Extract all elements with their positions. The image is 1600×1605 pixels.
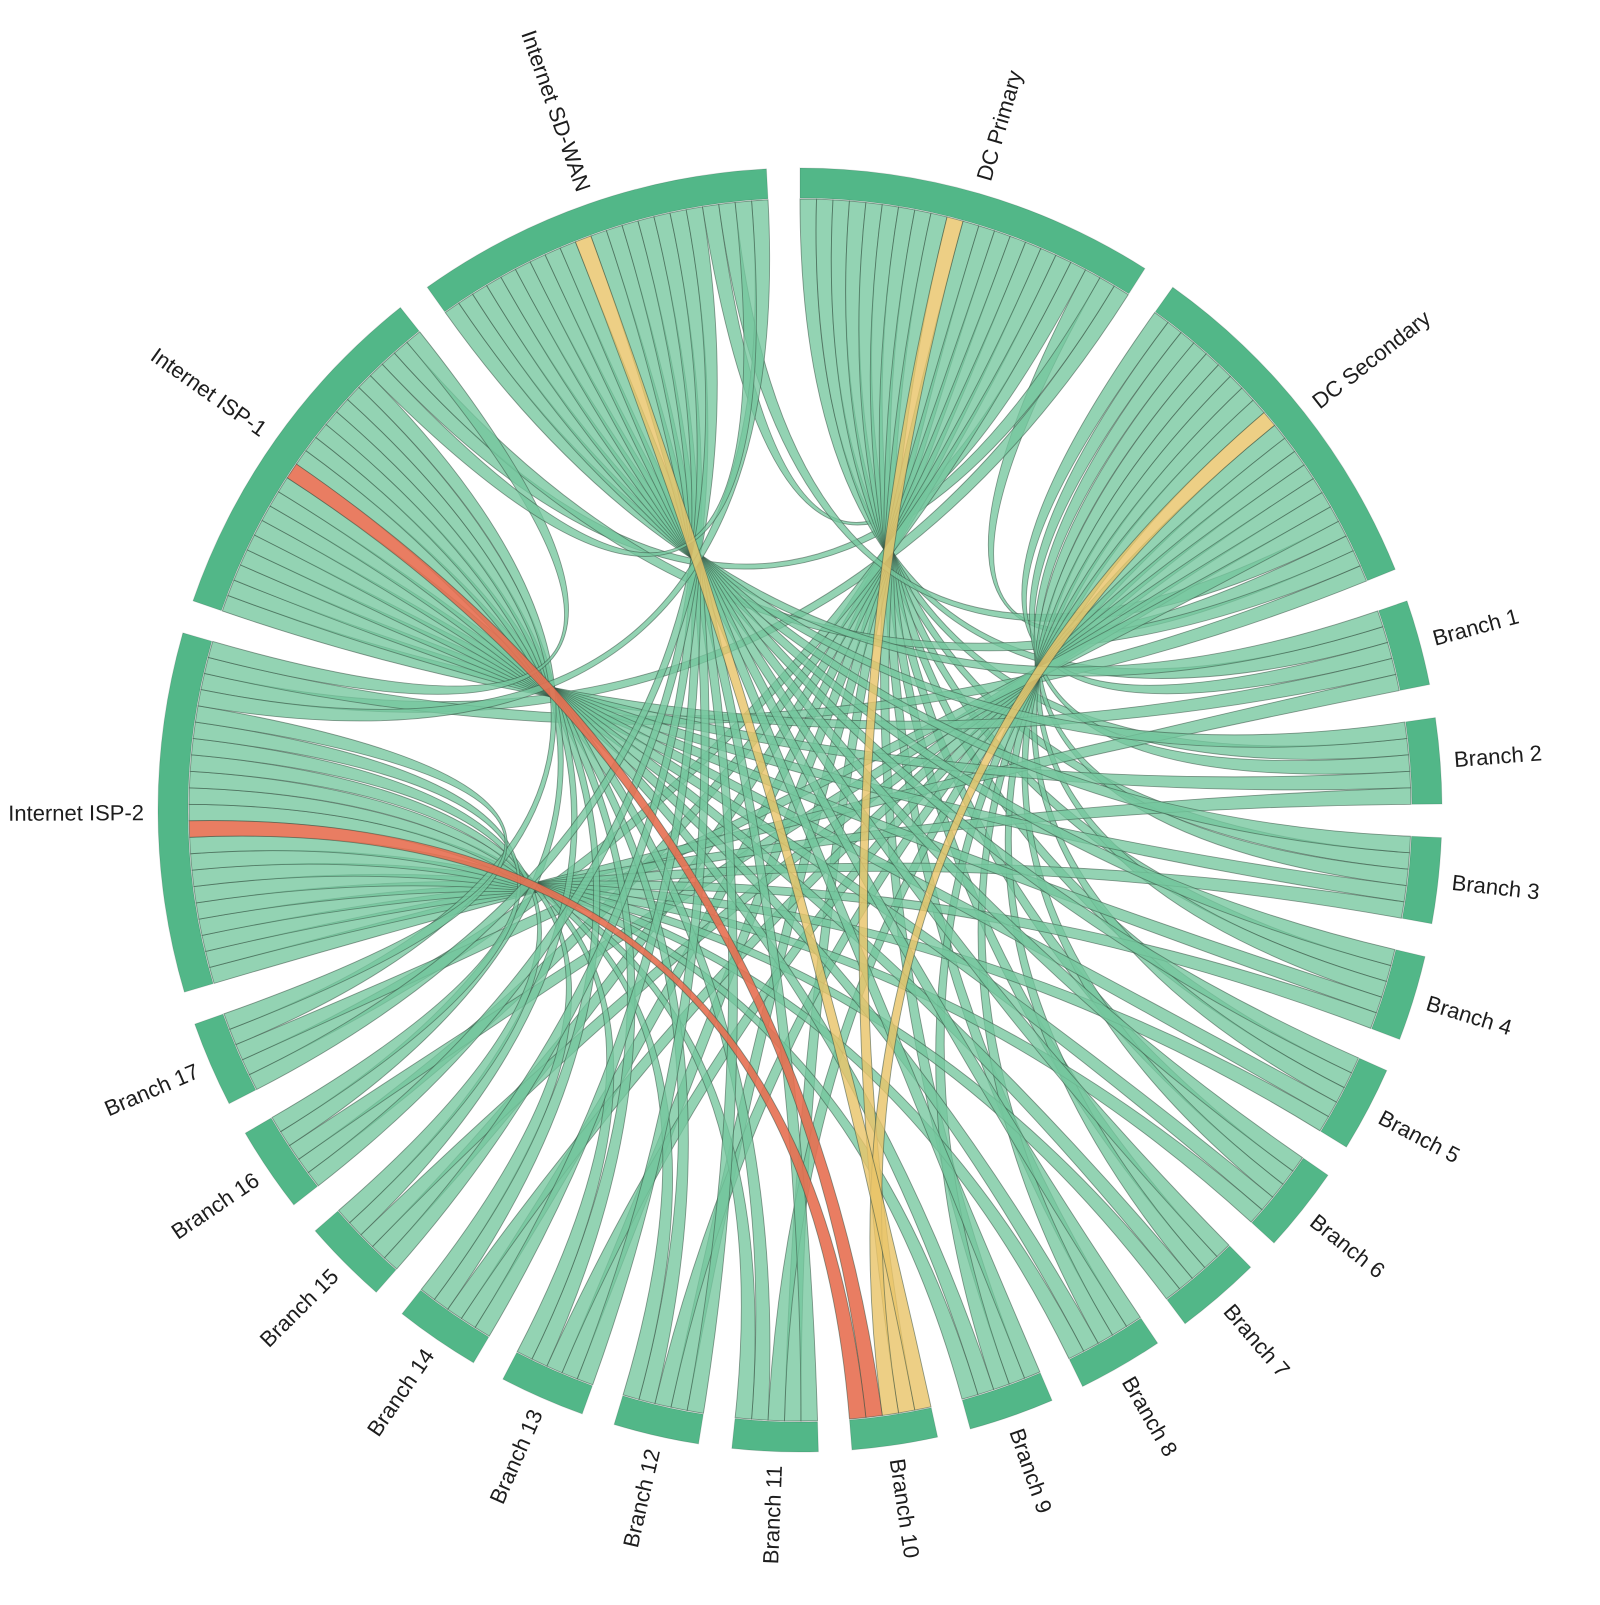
ribbon-internet-sd-wan-branch-17[interactable] (248, 206, 718, 1091)
node-arc-branch-8[interactable] (1068, 1317, 1159, 1388)
node-arc-branch-11[interactable] (731, 1417, 819, 1453)
ribbons-layer (188, 198, 1412, 1422)
node-label-branch-8: Branch 8 (1117, 1372, 1183, 1461)
ribbon-dc-secondary-branch-3[interactable] (1033, 331, 1409, 887)
ribbon-internet-isp-2-internet-isp-1[interactable] (207, 331, 569, 695)
ribbon-internet-isp-2-branch-10[interactable] (188, 820, 867, 1420)
ribbon-internet-isp-2-branch-14[interactable] (189, 754, 573, 1301)
node-label-branch-14: Branch 14 (362, 1344, 439, 1441)
node-arc-branch-15[interactable] (314, 1210, 397, 1293)
ribbon-dc-secondary-branch-1[interactable] (1021, 311, 1393, 695)
node-label-dc-primary: DC Primary (971, 68, 1027, 184)
ribbon-internet-isp-2-branch-15[interactable] (191, 737, 542, 1224)
node-label-branch-2: Branch 2 (1453, 740, 1543, 772)
node-arc-branch-1[interactable] (1377, 600, 1431, 691)
node-arc-branch-4[interactable] (1370, 949, 1426, 1041)
node-arc-branch-5[interactable] (1320, 1057, 1388, 1148)
node-label-branch-13: Branch 13 (485, 1406, 548, 1508)
node-arc-dc-primary[interactable] (799, 167, 1146, 295)
node-label-internet-isp-2: Internet ISP-2 (8, 800, 144, 826)
ribbon-dc-secondary-internet-isp-1[interactable] (393, 341, 1361, 652)
node-arc-branch-7[interactable] (1166, 1245, 1252, 1325)
node-label-branch-11: Branch 11 (758, 1465, 787, 1565)
node-label-branch-17: Branch 17 (101, 1059, 203, 1122)
node-label-branch-16: Branch 16 (167, 1167, 264, 1244)
ribbon-internet-isp-1-internet-sd-wan[interactable] (369, 200, 757, 557)
node-label-branch-4: Branch 4 (1423, 991, 1515, 1041)
ribbon-dc-secondary-internet-isp-2[interactable] (203, 565, 1368, 725)
node-label-branch-1: Branch 1 (1430, 604, 1522, 651)
node-label-internet-isp-1: Internet ISP-1 (146, 343, 271, 442)
node-label-branch-5: Branch 5 (1374, 1105, 1464, 1168)
node-arc-branch-3[interactable] (1401, 835, 1442, 925)
ribbon-dc-secondary-branch-10[interactable] (869, 411, 1276, 1416)
node-label-internet-sd-wan: Internet SD-WAN (516, 27, 595, 195)
node-arc-branch-17[interactable] (194, 1013, 257, 1105)
node-arc-branch-6[interactable] (1251, 1157, 1329, 1244)
node-arcs-layer (157, 167, 1443, 1453)
node-arc-internet-isp-1[interactable] (192, 306, 420, 612)
node-arc-branch-9[interactable] (961, 1372, 1053, 1430)
node-label-branch-6: Branch 6 (1305, 1209, 1389, 1283)
node-label-dc-secondary: DC Secondary (1307, 305, 1435, 413)
ribbon-internet-isp-1-branch-10[interactable] (286, 463, 883, 1418)
ribbon-internet-isp-2-branch-17[interactable] (194, 705, 508, 1030)
node-label-branch-7: Branch 7 (1219, 1299, 1295, 1382)
node-arc-branch-12[interactable] (613, 1395, 704, 1445)
ribbon-internet-isp-2-branch-16[interactable] (192, 721, 521, 1133)
node-arc-branch-14[interactable] (401, 1289, 490, 1364)
node-label-branch-3: Branch 3 (1451, 870, 1541, 905)
node-arc-branch-13[interactable] (502, 1351, 594, 1415)
node-label-branch-12: Branch 12 (618, 1446, 665, 1549)
ribbon-internet-sd-wan-branch-10[interactable] (574, 235, 932, 1411)
node-arc-branch-10[interactable] (848, 1407, 939, 1451)
node-arc-internet-isp-2[interactable] (157, 632, 214, 993)
node-arc-dc-secondary[interactable] (1154, 286, 1396, 582)
node-arc-internet-sd-wan[interactable] (426, 168, 769, 313)
node-label-branch-10: Branch 10 (885, 1457, 925, 1560)
node-arc-branch-16[interactable] (244, 1117, 319, 1206)
node-label-branch-9: Branch 9 (1004, 1425, 1057, 1516)
ribbon-dc-secondary-branch-2[interactable] (1029, 321, 1411, 775)
node-arc-branch-2[interactable] (1405, 717, 1443, 805)
node-label-branch-15: Branch 15 (255, 1264, 344, 1352)
